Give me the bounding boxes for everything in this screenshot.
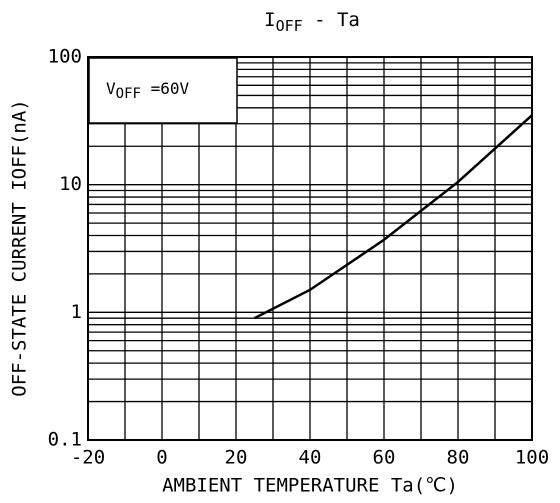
annotation-box (88, 57, 238, 124)
y-tick-label: 10 (59, 173, 82, 195)
x-tick-label: 20 (225, 447, 248, 469)
x-tick-label: 0 (156, 447, 167, 469)
x-tick-label: 80 (447, 447, 470, 469)
x-tick-label: 40 (299, 447, 322, 469)
plot-frame (87, 56, 533, 441)
y-tick-label: 100 (48, 46, 82, 68)
data-line (253, 114, 533, 320)
chart-title: IOFF - Ta (264, 9, 360, 35)
x-axis-label: AMBIENT TEMPERATURE Ta(℃) (162, 475, 458, 497)
x-tick-label: 100 (515, 447, 549, 469)
annotation: VOFF =60V (106, 79, 189, 103)
annotation-rest: =60V (141, 79, 190, 98)
y-tick-label: 1 (71, 301, 82, 323)
y-axis-label: OFF-STATE CURRENT IOFF(nA) (9, 99, 31, 396)
annotation-sub: OFF (116, 86, 141, 102)
title-main: I (264, 9, 275, 31)
title-sub: OFF (276, 17, 303, 35)
title-rest: - Ta (303, 9, 360, 31)
x-tick-label: -20 (71, 447, 105, 469)
x-tick-label: 60 (373, 447, 396, 469)
y-tick-label: 0.1 (48, 429, 82, 451)
annotation-main: V (106, 79, 116, 98)
